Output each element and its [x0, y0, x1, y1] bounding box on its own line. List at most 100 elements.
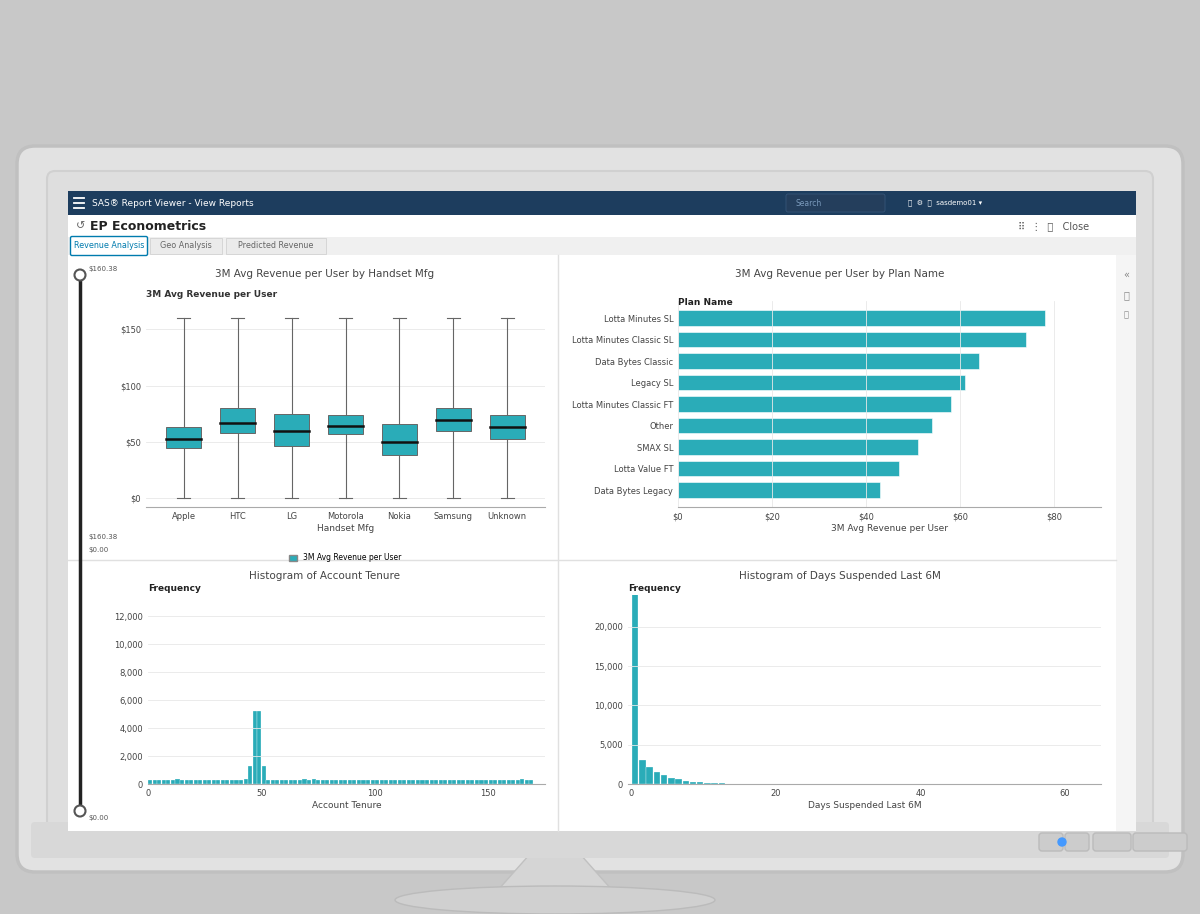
- Bar: [678, 354, 979, 369]
- Text: Search: Search: [796, 198, 822, 207]
- Bar: [211, 780, 216, 784]
- Bar: [262, 766, 265, 784]
- Text: 💬: 💬: [1123, 311, 1128, 320]
- Bar: [152, 780, 157, 784]
- Bar: [443, 780, 448, 784]
- Polygon shape: [490, 854, 620, 899]
- FancyBboxPatch shape: [17, 146, 1183, 872]
- Bar: [190, 781, 193, 784]
- Bar: [193, 780, 198, 784]
- Bar: [68, 191, 1136, 831]
- Circle shape: [1058, 838, 1066, 846]
- Circle shape: [74, 270, 85, 281]
- Bar: [678, 483, 880, 498]
- Bar: [266, 780, 270, 784]
- Bar: [234, 780, 239, 784]
- FancyBboxPatch shape: [47, 171, 1153, 847]
- Bar: [488, 780, 492, 784]
- Bar: [480, 780, 484, 784]
- Bar: [239, 780, 244, 784]
- Text: ↺: ↺: [76, 221, 85, 231]
- Bar: [180, 780, 184, 784]
- Bar: [678, 397, 950, 412]
- Bar: [457, 780, 461, 784]
- Bar: [430, 780, 433, 784]
- Text: 3M Avg Revenue per User by Plan Name: 3M Avg Revenue per User by Plan Name: [734, 269, 944, 279]
- Bar: [68, 215, 1136, 237]
- FancyBboxPatch shape: [1039, 833, 1063, 851]
- Bar: [284, 780, 288, 784]
- Bar: [498, 780, 502, 784]
- Bar: [198, 780, 203, 784]
- Bar: [167, 780, 170, 784]
- Bar: [248, 766, 252, 784]
- Bar: [678, 461, 899, 476]
- FancyBboxPatch shape: [786, 194, 886, 212]
- Bar: [529, 780, 534, 784]
- Ellipse shape: [395, 886, 715, 914]
- Bar: [697, 782, 703, 784]
- Bar: [524, 780, 529, 784]
- Text: Geo Analysis: Geo Analysis: [160, 241, 212, 250]
- Bar: [216, 780, 221, 784]
- Text: Plan Name: Plan Name: [678, 298, 733, 307]
- Bar: [366, 780, 370, 784]
- Bar: [68, 255, 1116, 831]
- Bar: [425, 780, 430, 784]
- Bar: [302, 780, 306, 784]
- Text: $160.38: $160.38: [88, 266, 118, 272]
- Bar: [280, 780, 284, 784]
- Bar: [338, 780, 343, 784]
- Bar: [654, 771, 660, 784]
- Bar: [640, 760, 646, 784]
- Bar: [329, 415, 362, 434]
- Bar: [275, 414, 308, 446]
- Bar: [175, 780, 180, 784]
- X-axis label: Handset Mfg: Handset Mfg: [317, 524, 374, 533]
- X-axis label: Days Suspended Last 6M: Days Suspended Last 6M: [808, 801, 922, 810]
- Bar: [330, 781, 334, 784]
- Bar: [416, 780, 420, 784]
- Bar: [221, 780, 224, 784]
- Bar: [203, 781, 206, 784]
- Bar: [252, 710, 257, 784]
- Bar: [490, 415, 524, 439]
- Bar: [439, 780, 443, 784]
- Bar: [170, 780, 175, 784]
- Bar: [382, 424, 416, 455]
- Bar: [394, 780, 397, 784]
- Text: SAS® Report Viewer - View Reports: SAS® Report Viewer - View Reports: [92, 198, 253, 207]
- Text: «: «: [1123, 270, 1129, 280]
- Bar: [226, 238, 326, 254]
- Bar: [230, 780, 234, 784]
- Bar: [244, 780, 247, 784]
- Bar: [668, 778, 674, 784]
- Text: Frequency: Frequency: [628, 584, 680, 593]
- Text: ⠿  ⋮  📋   Close: ⠿ ⋮ 📋 Close: [1018, 221, 1090, 231]
- Text: Histogram of Account Tenure: Histogram of Account Tenure: [250, 571, 400, 581]
- Bar: [312, 780, 316, 784]
- Bar: [356, 780, 361, 784]
- Bar: [506, 780, 511, 784]
- Bar: [678, 440, 918, 455]
- Text: 3M Avg Revenue per User: 3M Avg Revenue per User: [146, 290, 277, 299]
- Bar: [678, 375, 965, 390]
- FancyBboxPatch shape: [31, 822, 1169, 858]
- Bar: [384, 780, 389, 784]
- Bar: [157, 781, 161, 784]
- Bar: [316, 781, 320, 784]
- FancyBboxPatch shape: [1066, 833, 1090, 851]
- Bar: [448, 780, 451, 784]
- Bar: [320, 780, 325, 784]
- X-axis label: 3M Avg Revenue per User: 3M Avg Revenue per User: [830, 524, 948, 533]
- Text: $160.38: $160.38: [88, 534, 118, 540]
- Bar: [348, 781, 352, 784]
- Bar: [289, 780, 293, 784]
- FancyBboxPatch shape: [1093, 833, 1132, 851]
- Bar: [257, 711, 262, 784]
- Text: Predicted Revenue: Predicted Revenue: [239, 241, 313, 250]
- Bar: [335, 780, 338, 784]
- Bar: [632, 585, 638, 784]
- Bar: [452, 780, 456, 784]
- Bar: [307, 781, 311, 784]
